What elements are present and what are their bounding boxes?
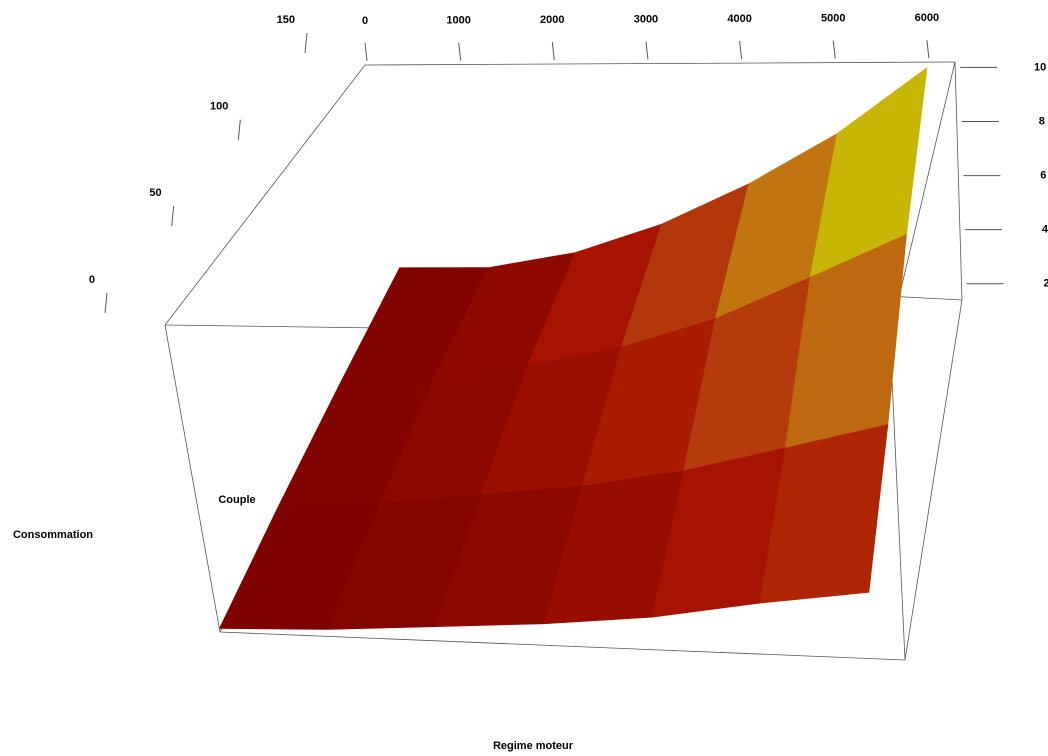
x-tick bbox=[551, 41, 555, 61]
x-tick bbox=[832, 40, 836, 59]
z-axis-label: Consommation bbox=[13, 529, 93, 541]
box-edge bbox=[954, 61, 963, 301]
x-tick-label: 2000 bbox=[540, 14, 564, 26]
box-edge bbox=[889, 334, 906, 661]
z-tick-label: 10 bbox=[1034, 61, 1046, 73]
z-tick-label: 2 bbox=[1043, 278, 1048, 290]
z-tick-label: 8 bbox=[1039, 115, 1045, 127]
x-tick-label: 6000 bbox=[915, 12, 939, 24]
y-axis-label: Couple bbox=[218, 494, 255, 506]
box-edge bbox=[364, 61, 956, 66]
z-tick-label: 4 bbox=[1042, 224, 1048, 236]
box-edge bbox=[904, 299, 963, 661]
x-tick-label: 5000 bbox=[821, 13, 845, 25]
y-tick-label: 50 bbox=[149, 187, 161, 199]
surface-patch bbox=[759, 424, 889, 604]
box-edge bbox=[164, 324, 221, 633]
x-tick bbox=[458, 42, 462, 61]
y-tick-label: 150 bbox=[277, 14, 295, 26]
box-edge bbox=[164, 64, 366, 326]
x-tick-label: 4000 bbox=[727, 13, 751, 25]
x-tick-label: 0 bbox=[362, 15, 368, 27]
x-tick-label: 1000 bbox=[446, 14, 470, 26]
z-tick-label: 6 bbox=[1040, 169, 1046, 181]
x-tick-label: 3000 bbox=[634, 13, 658, 25]
x-tick bbox=[926, 40, 930, 59]
y-tick bbox=[104, 292, 108, 314]
y-tick-label: 0 bbox=[89, 274, 95, 286]
x-tick bbox=[645, 41, 649, 60]
y-tick bbox=[171, 206, 175, 227]
x-tick bbox=[364, 42, 368, 62]
y-tick bbox=[304, 32, 308, 54]
y-tick-label: 100 bbox=[210, 101, 228, 113]
y-tick bbox=[237, 119, 241, 140]
x-axis-label: Regime moteur bbox=[493, 740, 574, 752]
x-tick bbox=[739, 41, 743, 60]
box-edge bbox=[219, 631, 906, 661]
